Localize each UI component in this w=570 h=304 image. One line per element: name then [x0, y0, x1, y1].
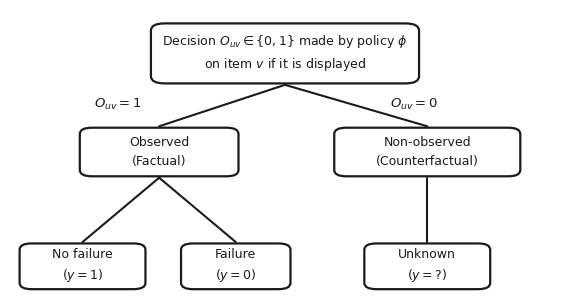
FancyBboxPatch shape — [151, 23, 419, 83]
Text: $O_{uv} = 0$: $O_{uv} = 0$ — [390, 97, 438, 112]
Text: Decision $O_{uv} \in \{0,1\}$ made by policy $\phi$
on item $v$ if it is display: Decision $O_{uv} \in \{0,1\}$ made by po… — [162, 33, 408, 73]
Text: Non-observed
(Counterfactual): Non-observed (Counterfactual) — [376, 136, 479, 168]
Text: No failure
$(y = 1)$: No failure $(y = 1)$ — [52, 248, 113, 284]
FancyBboxPatch shape — [181, 244, 291, 289]
Text: $O_{uv} = 1$: $O_{uv} = 1$ — [94, 97, 142, 112]
Text: Observed
(Factual): Observed (Factual) — [129, 136, 189, 168]
FancyBboxPatch shape — [364, 244, 490, 289]
FancyBboxPatch shape — [19, 244, 145, 289]
FancyBboxPatch shape — [334, 128, 520, 176]
Text: Failure
$(y = 0)$: Failure $(y = 0)$ — [215, 248, 256, 284]
FancyBboxPatch shape — [80, 128, 238, 176]
Text: Unknown
$(y = ?)$: Unknown $(y = ?)$ — [398, 248, 456, 284]
